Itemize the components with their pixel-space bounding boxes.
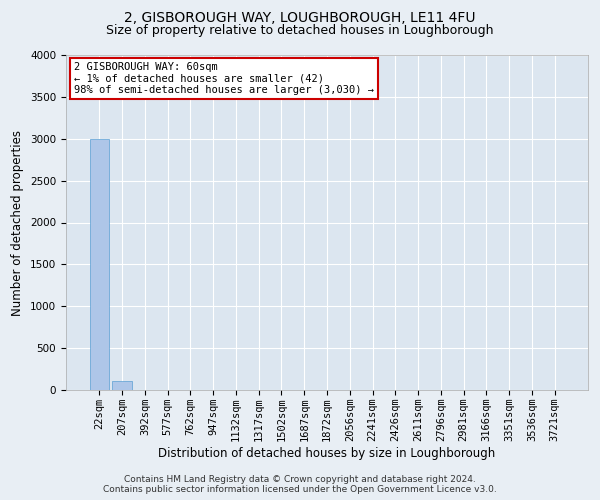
Text: 2 GISBOROUGH WAY: 60sqm
← 1% of detached houses are smaller (42)
98% of semi-det: 2 GISBOROUGH WAY: 60sqm ← 1% of detached…: [74, 62, 374, 95]
Text: Contains HM Land Registry data © Crown copyright and database right 2024.
Contai: Contains HM Land Registry data © Crown c…: [103, 474, 497, 494]
X-axis label: Distribution of detached houses by size in Loughborough: Distribution of detached houses by size …: [158, 447, 496, 460]
Bar: [112, 381, 132, 390]
Text: Size of property relative to detached houses in Loughborough: Size of property relative to detached ho…: [106, 24, 494, 37]
Bar: [90, 138, 109, 390]
Y-axis label: Number of detached properties: Number of detached properties: [11, 130, 25, 316]
Text: 2, GISBOROUGH WAY, LOUGHBOROUGH, LE11 4FU: 2, GISBOROUGH WAY, LOUGHBOROUGH, LE11 4F…: [124, 11, 476, 25]
